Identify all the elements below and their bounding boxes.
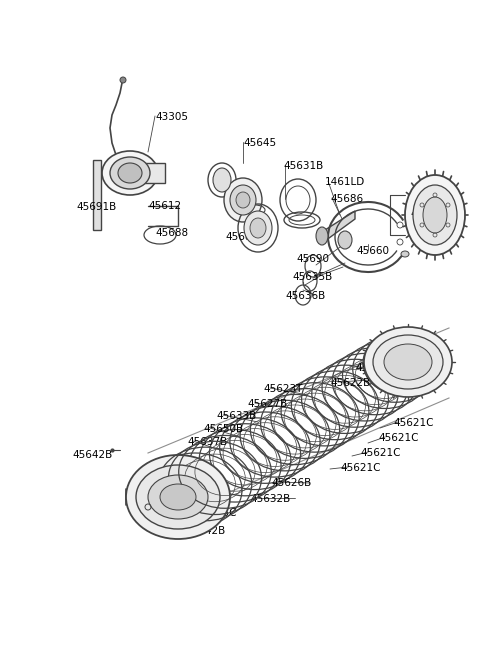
Text: 45641B: 45641B <box>410 209 450 219</box>
Text: 45622B: 45622B <box>355 363 395 373</box>
Ellipse shape <box>126 455 230 539</box>
Text: 45635B: 45635B <box>292 272 332 282</box>
Text: 45623T: 45623T <box>263 384 302 394</box>
Text: 45612: 45612 <box>148 201 181 211</box>
Text: 43305: 43305 <box>155 112 188 122</box>
Text: 45621C: 45621C <box>360 448 400 458</box>
Text: 45622B: 45622B <box>375 347 415 357</box>
Text: 45624C: 45624C <box>393 332 433 342</box>
Text: 45650B: 45650B <box>203 424 243 434</box>
Ellipse shape <box>316 227 328 245</box>
Ellipse shape <box>413 185 457 245</box>
Ellipse shape <box>401 251 409 257</box>
Text: 45621C: 45621C <box>393 418 433 428</box>
Text: 1461LD: 1461LD <box>325 177 365 187</box>
Text: 45621C: 45621C <box>340 463 381 473</box>
Ellipse shape <box>224 178 262 222</box>
Ellipse shape <box>423 197 447 233</box>
Polygon shape <box>144 163 165 183</box>
Text: 45636B: 45636B <box>285 291 325 301</box>
Text: 45627B: 45627B <box>247 399 287 409</box>
Text: 45690: 45690 <box>296 254 329 264</box>
Text: 45642B: 45642B <box>185 526 225 536</box>
Ellipse shape <box>384 344 432 380</box>
Text: 45682B: 45682B <box>225 232 265 242</box>
Ellipse shape <box>118 163 142 183</box>
Text: 45686: 45686 <box>330 194 363 204</box>
Polygon shape <box>93 160 101 230</box>
Text: 45637B: 45637B <box>187 437 227 447</box>
Ellipse shape <box>338 231 352 249</box>
Ellipse shape <box>364 327 452 397</box>
Ellipse shape <box>244 211 272 245</box>
Text: 45622B: 45622B <box>330 378 370 388</box>
Text: 45631B: 45631B <box>283 161 323 171</box>
Ellipse shape <box>136 465 220 529</box>
Text: 45633B: 45633B <box>216 411 256 421</box>
Text: 45642B: 45642B <box>72 450 112 460</box>
Ellipse shape <box>373 335 443 389</box>
Text: 45621C: 45621C <box>378 433 419 443</box>
Text: 45626B: 45626B <box>271 478 311 488</box>
Text: 45632B: 45632B <box>250 494 290 504</box>
Polygon shape <box>325 211 355 241</box>
Ellipse shape <box>405 175 465 255</box>
Text: 45645: 45645 <box>243 138 276 148</box>
Ellipse shape <box>213 168 231 192</box>
Ellipse shape <box>160 484 196 510</box>
Text: 45691B: 45691B <box>76 202 116 212</box>
Ellipse shape <box>250 218 266 238</box>
Ellipse shape <box>102 151 158 195</box>
Ellipse shape <box>110 157 150 189</box>
Text: 45660: 45660 <box>356 246 389 256</box>
Ellipse shape <box>148 475 208 519</box>
Text: 45688: 45688 <box>155 228 188 238</box>
Ellipse shape <box>236 192 250 208</box>
Ellipse shape <box>230 185 256 215</box>
Text: 45625C: 45625C <box>196 508 237 518</box>
Ellipse shape <box>120 77 126 83</box>
